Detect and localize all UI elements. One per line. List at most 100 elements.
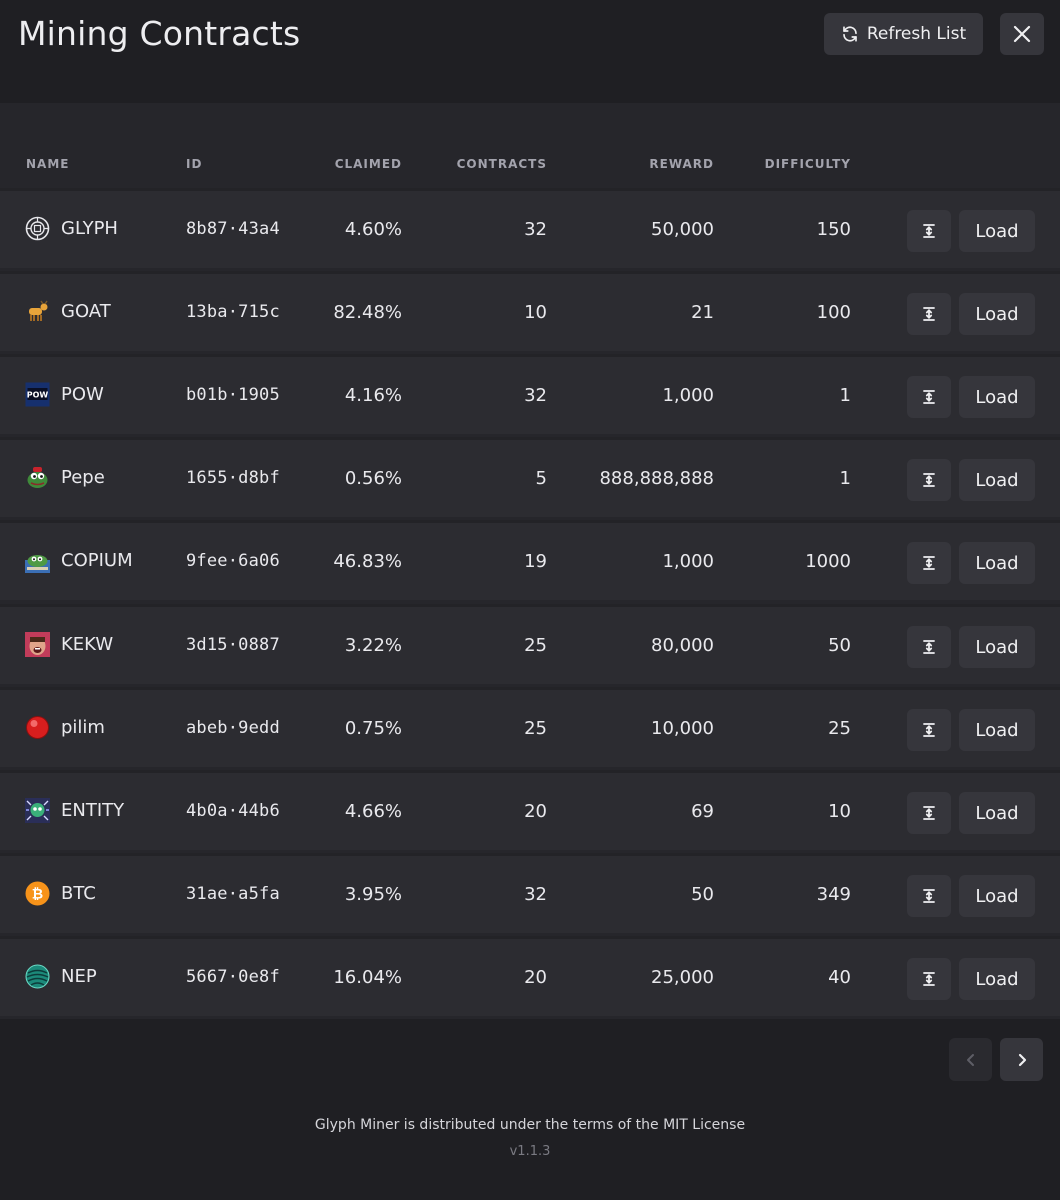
- expand-button[interactable]: [907, 958, 951, 1000]
- token-name-cell: NEP: [25, 964, 97, 989]
- column-header-contracts[interactable]: CONTRACTS: [456, 157, 547, 171]
- pilim-icon: [25, 715, 50, 740]
- refresh-icon: [843, 26, 857, 42]
- expand-button[interactable]: [907, 293, 951, 335]
- contract-id: 8b87·43a4: [186, 219, 280, 239]
- difficulty-value: 150: [816, 219, 851, 240]
- contracts-value: 25: [524, 718, 547, 739]
- load-button[interactable]: Load: [959, 376, 1035, 418]
- svg-text:POW: POW: [27, 391, 49, 400]
- contract-id: 4b0a·44b6: [186, 801, 280, 821]
- difficulty-value: 349: [816, 884, 851, 905]
- btc-icon: ₿: [25, 881, 50, 906]
- load-button[interactable]: Load: [959, 709, 1035, 751]
- contracts-value: 10: [524, 302, 547, 323]
- contract-id: 9fee·6a06: [186, 551, 280, 571]
- column-header-difficulty[interactable]: DIFFICULTY: [764, 157, 851, 171]
- table-row: ENTITY 4b0a·44b6 4.66% 20 69 10 Load: [0, 770, 1060, 850]
- difficulty-value: 1: [839, 385, 851, 406]
- contract-id: 3d15·0887: [186, 635, 280, 655]
- load-button[interactable]: Load: [959, 626, 1035, 668]
- contract-id: abeb·9edd: [186, 718, 280, 738]
- difficulty-value: 50: [828, 635, 851, 656]
- token-name: POW: [61, 384, 104, 405]
- nep-icon: [25, 964, 50, 989]
- table-row: pilim abeb·9edd 0.75% 25 10,000 25 Load: [0, 687, 1060, 767]
- token-name-cell: GOAT: [25, 299, 111, 324]
- reward-value: 80,000: [651, 635, 714, 656]
- expand-vertical-icon: [921, 472, 937, 488]
- contracts-value: 32: [524, 884, 547, 905]
- claimed-value: 0.56%: [344, 468, 402, 489]
- token-name-cell: Pepe: [25, 465, 105, 490]
- token-name-cell: ENTITY: [25, 798, 124, 823]
- claimed-value: 82.48%: [333, 302, 402, 323]
- reward-value: 1,000: [662, 385, 714, 406]
- svg-text:₿: ₿: [32, 887, 43, 903]
- table-row: NEP 5667·0e8f 16.04% 20 25,000 40 Load: [0, 936, 1060, 1016]
- expand-vertical-icon: [921, 555, 937, 571]
- previous-page-button[interactable]: [949, 1038, 992, 1081]
- expand-button[interactable]: [907, 792, 951, 834]
- load-button[interactable]: Load: [959, 293, 1035, 335]
- expand-button[interactable]: [907, 210, 951, 252]
- expand-button[interactable]: [907, 376, 951, 418]
- token-name: GLYPH: [61, 218, 118, 239]
- token-name: GOAT: [61, 301, 111, 322]
- difficulty-value: 25: [828, 718, 851, 739]
- claimed-value: 3.95%: [344, 884, 402, 905]
- table-row: POW POW b01b·1905 4.16% 32 1,000 1 Load: [0, 354, 1060, 434]
- reward-value: 25,000: [651, 967, 714, 988]
- chevron-right-icon: [1018, 1053, 1026, 1066]
- load-button[interactable]: Load: [959, 958, 1035, 1000]
- token-name: NEP: [61, 966, 97, 987]
- load-button[interactable]: Load: [959, 542, 1035, 584]
- expand-button[interactable]: [907, 875, 951, 917]
- expand-button[interactable]: [907, 459, 951, 501]
- pow-icon: POW: [25, 382, 50, 407]
- page-title: Mining Contracts: [18, 14, 301, 53]
- expand-vertical-icon: [921, 805, 937, 821]
- close-icon: [1013, 25, 1031, 43]
- entity-icon: [25, 798, 50, 823]
- token-name-cell: pilim: [25, 715, 105, 740]
- load-button[interactable]: Load: [959, 792, 1035, 834]
- token-name: COPIUM: [61, 550, 133, 571]
- contracts-value: 5: [535, 468, 547, 489]
- expand-vertical-icon: [921, 639, 937, 655]
- difficulty-value: 1: [839, 468, 851, 489]
- refresh-list-label: Refresh List: [866, 24, 967, 44]
- token-name-cell: ₿ BTC: [25, 881, 96, 906]
- refresh-list-button[interactable]: Refresh List: [824, 13, 983, 55]
- load-button[interactable]: Load: [959, 875, 1035, 917]
- table-header: NAME ID CLAIMED CONTRACTS REWARD DIFFICU…: [0, 140, 1060, 188]
- next-page-button[interactable]: [1000, 1038, 1043, 1081]
- column-header-reward[interactable]: REWARD: [649, 157, 714, 171]
- load-button[interactable]: Load: [959, 210, 1035, 252]
- claimed-value: 3.22%: [344, 635, 402, 656]
- column-header-name[interactable]: NAME: [26, 157, 70, 171]
- column-header-claimed[interactable]: CLAIMED: [334, 157, 402, 171]
- load-button[interactable]: Load: [959, 459, 1035, 501]
- reward-value: 10,000: [651, 718, 714, 739]
- difficulty-value: 1000: [805, 551, 851, 572]
- table-row: GOAT 13ba·715c 82.48% 10 21 100 Load: [0, 271, 1060, 351]
- token-name: KEKW: [61, 634, 114, 655]
- pepe-icon: [25, 465, 50, 490]
- contracts-value: 25: [524, 635, 547, 656]
- claimed-value: 16.04%: [333, 967, 402, 988]
- column-header-id[interactable]: ID: [186, 157, 203, 171]
- token-name: Pepe: [61, 467, 105, 488]
- table-row: Pepe 1655·d8bf 0.56% 5 888,888,888 1 Load: [0, 437, 1060, 517]
- difficulty-value: 100: [816, 302, 851, 323]
- expand-button[interactable]: [907, 542, 951, 584]
- license-text: Glyph Miner is distributed under the ter…: [314, 1117, 746, 1133]
- token-name-cell: POW POW: [25, 382, 104, 407]
- expand-button[interactable]: [907, 709, 951, 751]
- token-name: pilim: [61, 717, 105, 738]
- close-button[interactable]: [1000, 13, 1044, 55]
- expand-button[interactable]: [907, 626, 951, 668]
- claimed-value: 46.83%: [333, 551, 402, 572]
- contract-id: 31ae·a5fa: [186, 884, 280, 904]
- claimed-value: 0.75%: [344, 718, 402, 739]
